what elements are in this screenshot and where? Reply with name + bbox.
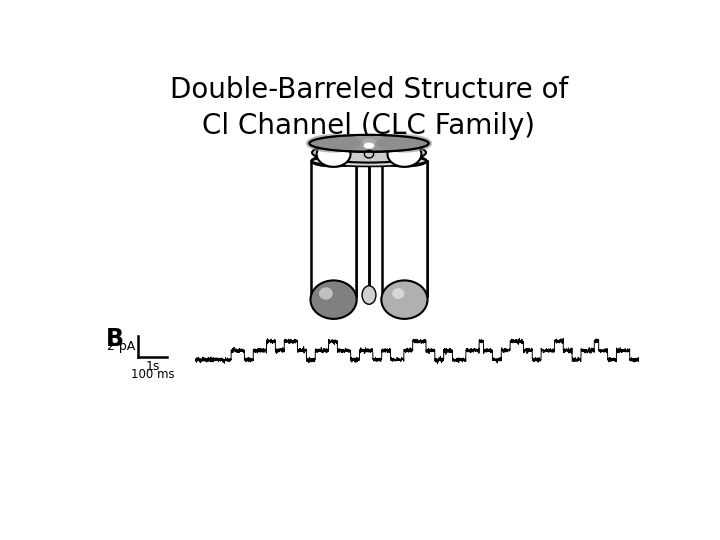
- Ellipse shape: [364, 150, 374, 158]
- Bar: [422, 161, 427, 296]
- Ellipse shape: [310, 280, 356, 319]
- Text: 2 pA: 2 pA: [107, 340, 135, 353]
- Ellipse shape: [311, 156, 356, 166]
- Bar: [311, 161, 356, 296]
- Ellipse shape: [312, 156, 426, 166]
- Bar: [382, 161, 387, 296]
- Ellipse shape: [362, 138, 376, 146]
- Bar: [382, 161, 427, 296]
- Bar: [381, 159, 428, 294]
- Ellipse shape: [310, 135, 428, 152]
- Bar: [351, 161, 356, 296]
- Ellipse shape: [364, 143, 374, 148]
- Ellipse shape: [382, 280, 428, 319]
- Text: Double-Barreled Structure of
Cl Channel (CLC Family): Double-Barreled Structure of Cl Channel …: [170, 76, 568, 140]
- Ellipse shape: [319, 287, 333, 300]
- Ellipse shape: [317, 141, 351, 167]
- Text: B: B: [106, 327, 124, 350]
- Ellipse shape: [377, 134, 432, 153]
- Ellipse shape: [382, 156, 427, 166]
- Ellipse shape: [306, 134, 361, 153]
- Bar: [311, 161, 316, 296]
- Ellipse shape: [387, 141, 421, 167]
- Ellipse shape: [311, 291, 356, 300]
- Ellipse shape: [382, 291, 427, 300]
- Ellipse shape: [312, 143, 426, 163]
- Ellipse shape: [362, 286, 376, 304]
- Text: 1s: 1s: [145, 361, 160, 374]
- Text: 100 ms: 100 ms: [131, 368, 174, 381]
- Ellipse shape: [392, 288, 405, 299]
- Bar: [310, 159, 357, 294]
- Bar: [356, 161, 382, 296]
- Polygon shape: [311, 265, 356, 292]
